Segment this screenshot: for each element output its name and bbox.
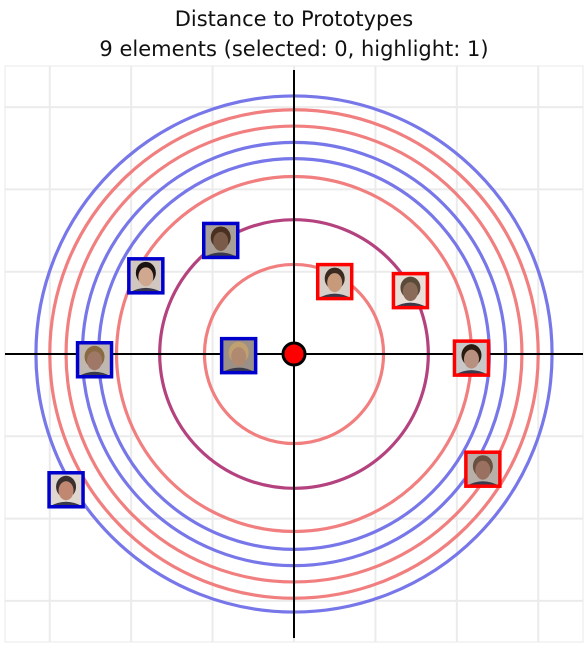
element-thumbnail[interactable] xyxy=(315,262,354,301)
element-thumbnail[interactable] xyxy=(127,257,165,295)
center-marker-group xyxy=(281,341,307,367)
face-skin xyxy=(213,231,229,251)
element-thumbnail[interactable] xyxy=(75,341,114,379)
thumbnail-frame xyxy=(219,336,258,375)
chart-title-block: Distance to Prototypes 9 elements (selec… xyxy=(0,4,588,64)
face-skin xyxy=(58,481,74,501)
face-skin xyxy=(231,347,247,367)
element-thumbnail[interactable] xyxy=(464,450,502,488)
chart-subtitle: 9 elements (selected: 0, highlight: 1) xyxy=(99,37,489,61)
element-thumbnail[interactable] xyxy=(201,221,240,260)
thumbnail-frame xyxy=(452,339,491,377)
thumbnail-frame xyxy=(391,271,430,310)
thumbnail-frame xyxy=(127,257,165,295)
thumbnail-frame xyxy=(315,262,354,301)
face-skin xyxy=(475,460,491,480)
face-skin xyxy=(87,351,103,371)
thumbnail-frame xyxy=(75,341,114,379)
element-thumbnail[interactable] xyxy=(452,339,491,377)
thumbnail-frame xyxy=(201,221,240,260)
thumbnail-frame xyxy=(47,471,85,509)
element-markers xyxy=(47,221,502,509)
center-marker xyxy=(281,341,307,367)
element-thumbnail[interactable] xyxy=(47,471,85,509)
face-skin xyxy=(463,349,479,369)
face-skin xyxy=(138,267,154,287)
face-skin xyxy=(402,282,418,302)
element-thumbnail[interactable] xyxy=(219,336,258,375)
element-thumbnail[interactable] xyxy=(391,271,430,310)
face-skin xyxy=(327,273,343,293)
chart-title: Distance to Prototypes xyxy=(174,7,414,31)
thumbnail-frame xyxy=(464,450,502,488)
